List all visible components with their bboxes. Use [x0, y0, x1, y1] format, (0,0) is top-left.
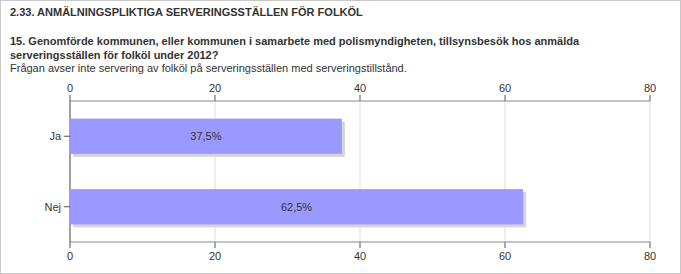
category-tick: [64, 206, 70, 207]
subtitle: 15. Genomförde kommunen, eller kommunen …: [10, 34, 660, 62]
frame: 2.33. ANMÄLNINGSPLIKTIGA SERVERINGSSTÄLL…: [0, 0, 681, 274]
axis-line: [70, 101, 650, 102]
chart: 0 0 20 20 40 40 60 60 80 80 37,5% Ja 62,5% Nej: [1, 1, 680, 273]
tick-label: 60: [499, 250, 511, 262]
tick-label: 40: [354, 250, 366, 262]
tick-label: 80: [644, 250, 656, 262]
tick: [650, 95, 651, 101]
tick-label: 0: [67, 250, 73, 262]
tick: [215, 95, 216, 101]
title: 2.33. ANMÄLNINGSPLIKTIGA SERVERINGSSTÄLL…: [10, 6, 363, 18]
data-label: 37,5%: [190, 130, 221, 142]
tick: [70, 95, 71, 101]
tick-label: 80: [644, 82, 656, 94]
bar: [70, 119, 342, 154]
tick: [215, 242, 216, 248]
tick: [70, 242, 71, 248]
tick-label: 0: [67, 82, 73, 94]
tick: [650, 242, 651, 248]
tick: [360, 95, 361, 101]
bars: [70, 119, 526, 228]
tick: [505, 95, 506, 101]
axis-line: [70, 242, 650, 243]
tick-label: 20: [209, 82, 221, 94]
tick-label: 60: [499, 82, 511, 94]
category-tick: [64, 136, 70, 137]
tick-label: 20: [209, 250, 221, 262]
bar: [70, 189, 523, 224]
annotation: Frågan avser inte servering av folköl på…: [10, 62, 407, 74]
category-label: Nej: [44, 201, 61, 213]
grid-line: [650, 101, 651, 242]
tick-label: 40: [354, 82, 366, 94]
tick: [505, 242, 506, 248]
data-label: 62,5%: [281, 201, 312, 213]
tick: [360, 242, 361, 248]
category-label: Ja: [49, 130, 62, 142]
